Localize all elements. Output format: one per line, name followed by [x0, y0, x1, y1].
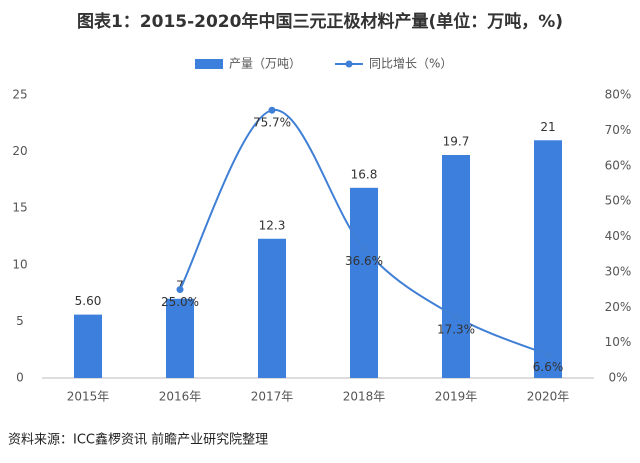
- legend-label: 同比增长（%）: [369, 57, 452, 71]
- line-value-label: 25.0%: [161, 295, 199, 309]
- growth-marker: [544, 351, 552, 359]
- y2-tick-label: 50%: [605, 194, 632, 208]
- x-tick-label: 2017年: [251, 390, 294, 404]
- line-value-label: 36.6%: [345, 254, 383, 268]
- y2-tick-label: 60%: [605, 158, 632, 172]
- y-tick-label: 10: [12, 257, 27, 271]
- x-tick-label: 2020年: [527, 390, 570, 404]
- y2-tick-label: 0%: [608, 371, 627, 385]
- y-tick-label: 5: [16, 314, 24, 328]
- y2-tick-label: 30%: [605, 264, 632, 278]
- x-tick-label: 2019年: [435, 390, 478, 404]
- growth-line: [179, 109, 549, 356]
- bar: [74, 314, 102, 378]
- y-tick-label: 15: [12, 201, 27, 215]
- y2-tick-label: 80%: [605, 88, 632, 102]
- bar-value-label: 5.60: [75, 294, 102, 308]
- bar-value-label: 16.8: [351, 167, 378, 181]
- growth-marker: [452, 313, 460, 321]
- growth-marker: [268, 106, 276, 114]
- chart-title: 图表1：2015-2020年中国三元正极材料产量(单位：万吨，%): [77, 11, 563, 32]
- legend-label: 产量（万吨）: [229, 57, 301, 71]
- y2-tick-label: 10%: [605, 335, 632, 349]
- bar: [166, 298, 194, 378]
- bar: [258, 238, 286, 378]
- y2-tick-label: 70%: [605, 123, 632, 137]
- y2-tick-label: 20%: [605, 300, 632, 314]
- x-tick-label: 2015年: [67, 390, 110, 404]
- growth-marker: [360, 245, 368, 253]
- y2-tick-label: 40%: [605, 229, 632, 243]
- x-tick-label: 2016年: [159, 390, 202, 404]
- x-tick-label: 2018年: [343, 390, 386, 404]
- bar-value-label: 12.3: [259, 218, 286, 232]
- y-tick-label: 25: [12, 88, 27, 102]
- line-value-label: 75.7%: [253, 116, 291, 130]
- legend-marker: [345, 60, 353, 68]
- bar-value-label: 7: [176, 278, 184, 292]
- y-tick-label: 0: [16, 371, 24, 385]
- source-note: 资料来源：ICC鑫椤资讯 前瞻产业研究院整理: [8, 432, 268, 448]
- line-value-label: 6.6%: [533, 360, 564, 374]
- y-tick-label: 20: [12, 144, 27, 158]
- growth-marker: [176, 286, 184, 294]
- bar: [534, 140, 562, 378]
- bar: [442, 154, 470, 378]
- bar: [350, 187, 378, 378]
- bar-value-label: 19.7: [443, 134, 470, 148]
- legend-swatch: [195, 59, 223, 69]
- bar-value-label: 21: [540, 120, 555, 134]
- line-value-label: 17.3%: [437, 322, 475, 336]
